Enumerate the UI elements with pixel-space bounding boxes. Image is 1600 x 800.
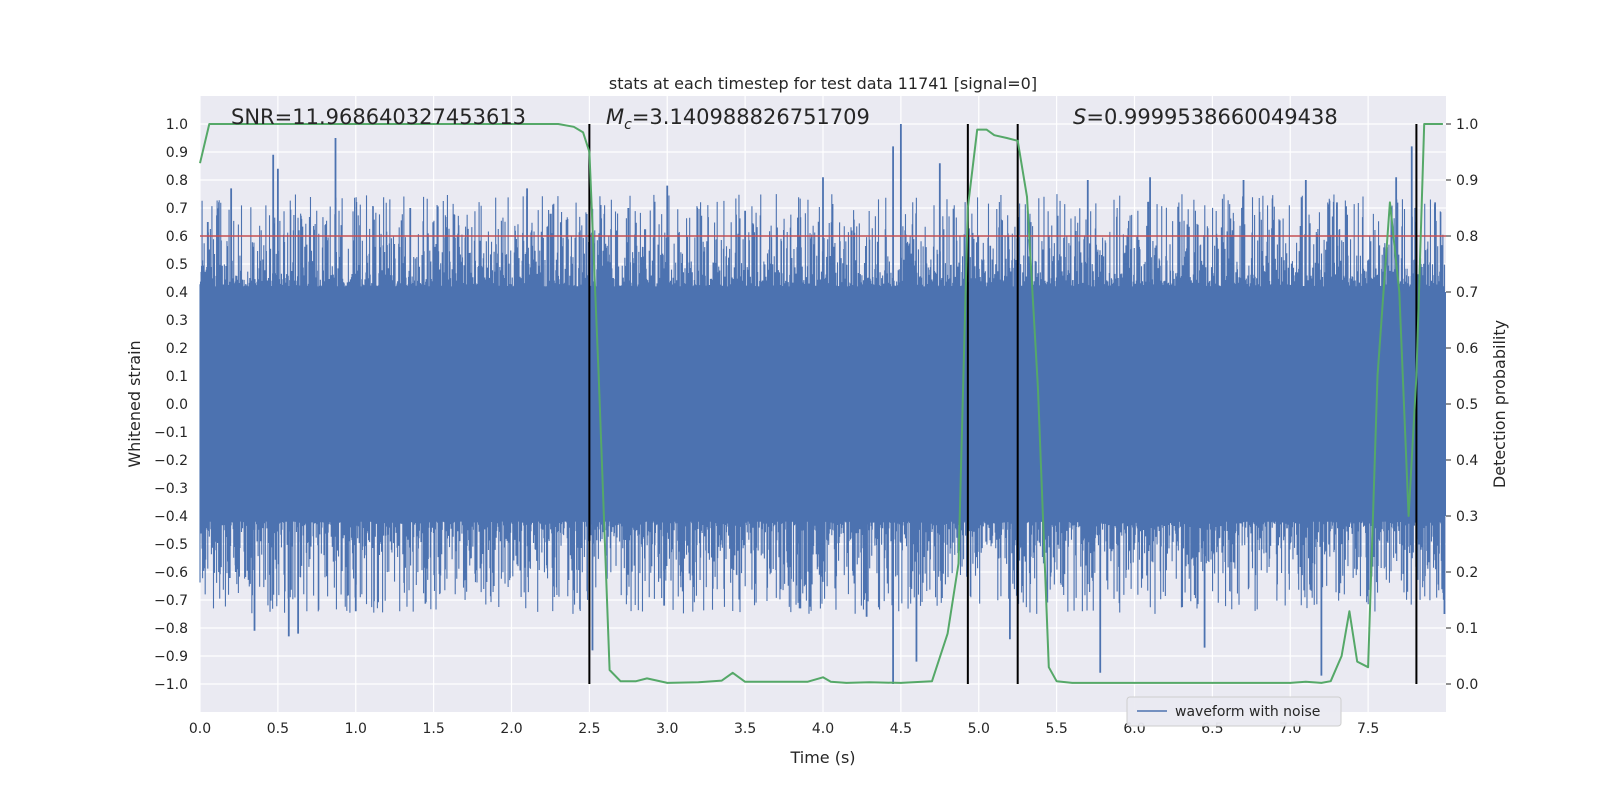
s-symbol: S: [1073, 105, 1086, 129]
y2-tick-label: 1.0: [1456, 117, 1478, 133]
y-tick-label: 0.4: [166, 285, 188, 301]
y-tick-label: −0.8: [154, 621, 188, 637]
x-tick-label: 7.5: [1357, 721, 1379, 737]
chart-title: stats at each timestep for test data 117…: [609, 74, 1037, 93]
y-tick-label: 0.6: [166, 229, 188, 245]
x-tick-label: 0.5: [267, 721, 289, 737]
y-tick-label: −1.0: [154, 677, 188, 693]
x-tick-label: 5.0: [968, 721, 990, 737]
y2-axis-label: Detection probability: [1490, 320, 1509, 488]
x-tick-label: 0.0: [189, 721, 211, 737]
y-tick-label: 0.5: [166, 257, 188, 273]
x-tick-label: 3.5: [734, 721, 756, 737]
y-tick-label: −0.7: [154, 593, 188, 609]
waveform-line: [199, 194, 1445, 614]
y-tick-label: −0.9: [154, 649, 188, 665]
chirp-mass-annotation: Mc=3.140988826751709: [606, 105, 870, 133]
mc-value: =3.140988826751709: [632, 105, 870, 129]
y2-tick-label: 0.0: [1456, 677, 1478, 693]
x-tick-label: 5.5: [1045, 721, 1067, 737]
y-tick-label: 0.1: [166, 369, 188, 385]
y2-tick-label: 0.9: [1456, 173, 1478, 189]
y-tick-label: 0.9: [166, 145, 188, 161]
y-tick-label: −0.2: [154, 453, 188, 469]
x-tick-label: 2.0: [500, 721, 522, 737]
tick-labels: 0.0 0.5 1.0 1.5 2.0 2.5 3.0 3.5 4.0 4.5 5.0 5.5 6.0 6…: [154, 117, 1478, 737]
y2-tick-label: 0.7: [1456, 285, 1478, 301]
overlay-lines: [200, 124, 1446, 684]
y-tick-label: 0.8: [166, 173, 188, 189]
y-tick-label: 1.0: [166, 117, 188, 133]
x-tick-label: 1.0: [345, 721, 367, 737]
legend: waveform with noise: [1126, 696, 1342, 727]
y-axis-label: Whitened strain: [125, 340, 144, 467]
y-tick-label: −0.6: [154, 565, 188, 581]
probability-series: [199, 123, 1443, 684]
waveform-series: [199, 124, 1446, 684]
y-tick-label: −0.3: [154, 481, 188, 497]
mc-symbol: M: [606, 105, 624, 129]
x-tick-label: 3.0: [656, 721, 678, 737]
s-value: =0.9999538660049438: [1086, 105, 1337, 129]
x-tick-label: 4.5: [890, 721, 912, 737]
x-tick-label: 2.5: [578, 721, 600, 737]
y-tick-label: −0.1: [154, 425, 188, 441]
y2-tick-label: 0.5: [1456, 397, 1478, 413]
y2-tick-label: 0.4: [1456, 453, 1478, 469]
y-tick-label: −0.5: [154, 537, 188, 553]
y-tick-label: 0.0: [166, 397, 188, 413]
y2-tick-label: 0.2: [1456, 565, 1478, 581]
x-axis-label: Time (s): [789, 748, 855, 767]
y-tick-label: 0.2: [166, 341, 188, 357]
y-tick-label: 0.7: [166, 201, 188, 217]
legend-label-waveform: waveform with noise: [1175, 704, 1320, 720]
y-tick-label: −0.4: [154, 509, 188, 525]
snr-annotation: SNR=11.968640327453613: [231, 105, 526, 129]
mc-subscript: c: [624, 117, 632, 133]
legend-box: [1126, 696, 1342, 727]
y2-tick-label: 0.6: [1456, 341, 1478, 357]
y2-tick-label: 0.8: [1456, 229, 1478, 245]
y2-tick-label: 0.1: [1456, 621, 1478, 637]
s-annotation: S=0.9999538660049438: [1073, 105, 1338, 129]
y-tick-label: 0.3: [166, 313, 188, 329]
x-tick-label: 4.0: [812, 721, 834, 737]
x-tick-label: 1.5: [422, 721, 444, 737]
probability-line: [199, 123, 1443, 684]
y2-tick-label: 0.3: [1456, 509, 1478, 525]
